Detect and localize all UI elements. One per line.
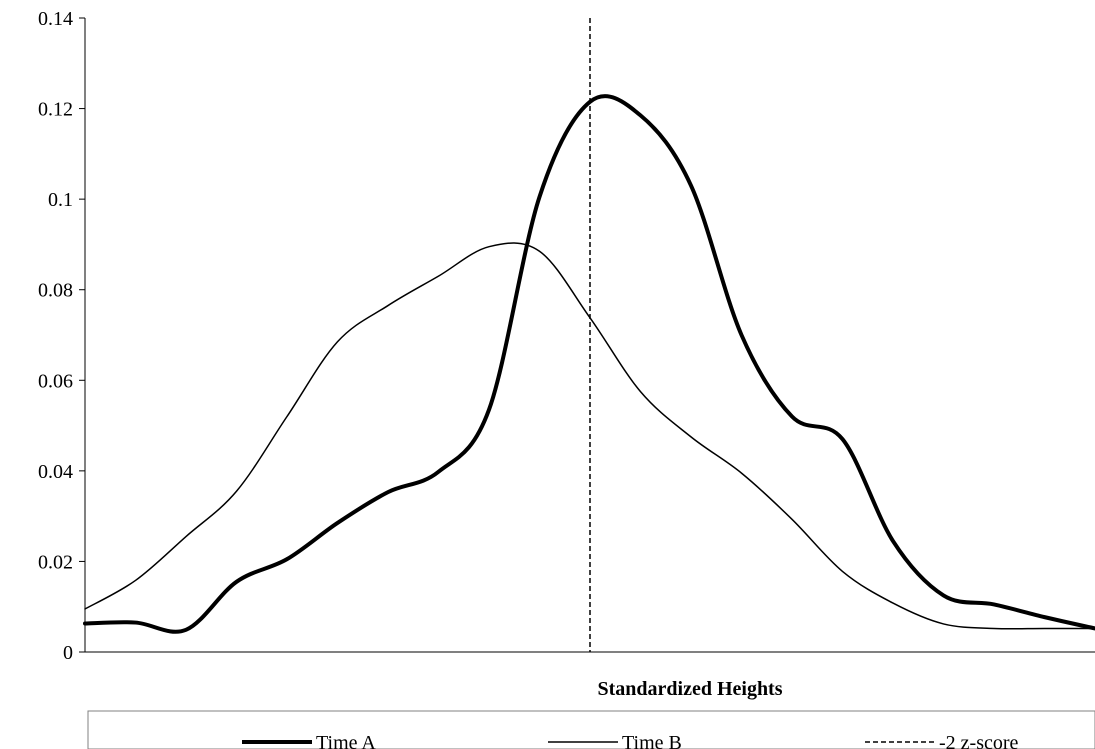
series-line-time-b (84, 242, 1095, 630)
y-tick-label: 0.14 (38, 8, 73, 30)
y-tick-label: 0.04 (38, 461, 73, 483)
y-tick-label: 0.08 (38, 280, 73, 302)
legend-label-time-a: Time A (316, 732, 376, 749)
legend-label-time-b: Time B (622, 732, 682, 749)
y-tick-label: 0.1 (48, 189, 73, 211)
y-tick-label: 0 (63, 642, 73, 664)
y-tick-label: 0.12 (38, 99, 73, 121)
legend: Time A Time B -2 z-score (87, 710, 1095, 749)
y-tick-label: 0.02 (38, 551, 73, 573)
y-tick-label: 0.06 (38, 370, 73, 392)
y-axis: 0 0.02 0.04 0.06 0.08 0.1 0.12 0.14 (38, 8, 86, 664)
x-axis-label: Standardized Heights (597, 678, 782, 700)
legend-label-z-score: -2 z-score (939, 732, 1019, 749)
